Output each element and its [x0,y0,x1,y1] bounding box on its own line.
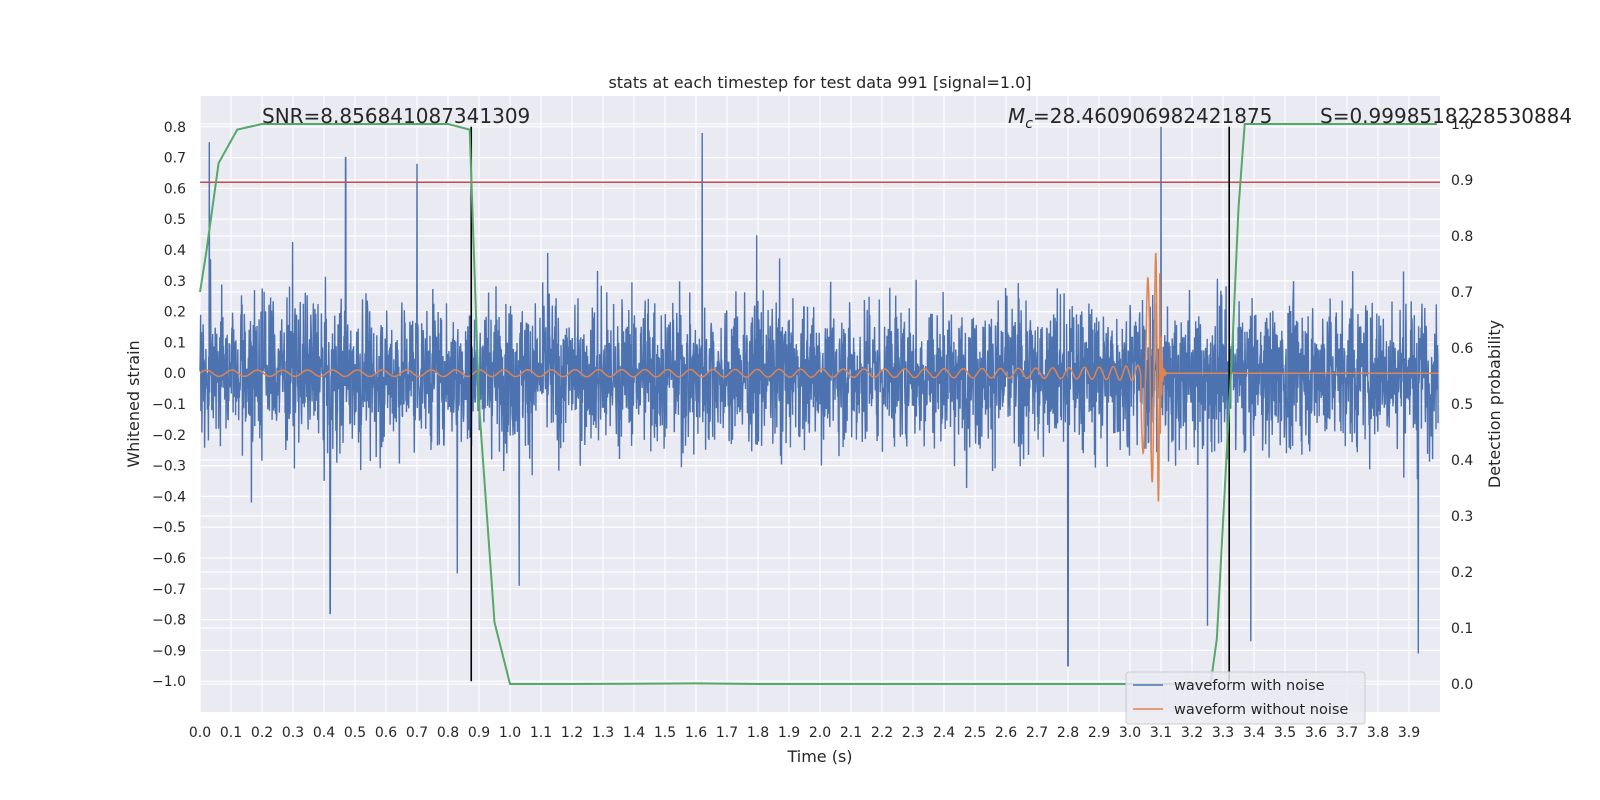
x-tick-label: 0.3 [282,725,304,741]
x-tick-label: 2.7 [1026,725,1048,741]
y-tick-label: 0.8 [164,120,186,136]
x-tick-label: 0.0 [189,725,211,741]
y-right-axis-label: Detection probability [1485,320,1504,488]
y-tick-label: −1.0 [152,674,186,690]
x-tick-label: 2.5 [964,725,986,741]
y-tick-label: −0.2 [152,428,186,444]
y-right-tick-label: 0.5 [1451,397,1473,413]
y-tick-label: 0.7 [164,151,186,167]
x-tick-label: 1.1 [530,725,552,741]
y-axis-label: Whitened strain [124,340,143,467]
x-tick-label: 2.3 [902,725,924,741]
legend: waveform with noise waveform without noi… [1125,671,1366,725]
x-tick-label: 2.2 [871,725,893,741]
chirp-mass-symbol: M [1008,104,1025,128]
x-tick-label: 3.7 [1336,725,1358,741]
y-right-tick-label: 0.1 [1451,621,1473,637]
series-waveform-without-noise [199,252,1439,502]
x-tick-label: 3.9 [1398,725,1420,741]
y-tick-label: −0.7 [152,582,186,598]
chirp-mass-value: =28.460906982421875 [1033,104,1272,128]
probability-trace [199,123,1437,685]
y-tick-label: −0.3 [152,459,186,475]
x-tick-label: 0.6 [375,725,397,741]
y-tick-label: −0.1 [152,397,186,413]
x-tick-label: 0.5 [344,725,366,741]
x-tick-label: 2.6 [995,725,1017,741]
snr-annotation: SNR=8.856841087341309 [262,104,530,128]
y-tick-label: −0.8 [152,613,186,629]
x-tick-label: 1.2 [561,725,583,741]
series-detection-probability [199,123,1437,685]
x-tick-label: 3.3 [1212,725,1234,741]
x-tick-label: 0.1 [220,725,242,741]
x-tick-labels: 0.0 0.1 0.2 0.3 0.4 0.5 0.6 0.7 0.8 0.9 1.0 1.1 1.2 1… [189,725,1420,741]
x-tick-label: 3.5 [1274,725,1296,741]
y-right-tick-label: 0.3 [1451,509,1473,525]
x-tick-label: 2.9 [1088,725,1110,741]
y-right-tick-label: 0.7 [1451,285,1473,301]
x-axis-label: Time (s) [786,747,852,766]
x-tick-label: 1.7 [716,725,738,741]
legend-label-noise: waveform with noise [1174,678,1325,694]
y-tick-label: 0.1 [164,335,186,351]
y-right-tick-label: 0.9 [1451,173,1473,189]
chart-title: stats at each timestep for test data 991… [608,73,1031,92]
x-tick-label: 3.6 [1305,725,1327,741]
x-tick-label: 0.7 [406,725,428,741]
x-tick-label: 3.4 [1243,725,1265,741]
x-tick-label: 3.0 [1119,725,1141,741]
x-tick-label: 3.8 [1367,725,1389,741]
x-tick-label: 1.4 [623,725,645,741]
y-right-tick-label: 0.8 [1451,229,1473,245]
x-tick-label: 3.1 [1150,725,1172,741]
score-annotation: S=0.9998518228530884 [1320,104,1572,128]
y-tick-label: −0.5 [152,520,186,536]
y-tick-label: 0.2 [164,305,186,321]
x-tick-label: 3.2 [1181,725,1203,741]
x-tick-label: 0.4 [313,725,335,741]
x-tick-label: 2.8 [1057,725,1079,741]
y-tick-label: 0.4 [164,243,186,259]
y-right-tick-label: 0.4 [1451,453,1473,469]
x-tick-label: 2.0 [809,725,831,741]
y-tick-label: −0.4 [152,489,186,505]
chirp-mass-subscript: c [1025,116,1033,132]
x-tick-label: 2.4 [933,725,955,741]
y-right-tick-labels: 1.0 0.9 0.8 0.7 0.6 0.5 0.4 0.3 0.2 0.1 0.0 [1451,117,1473,693]
legend-label-clean: waveform without noise [1174,702,1348,718]
legend-box [1125,671,1366,725]
y-tick-labels: 0.8 0.7 0.6 0.5 0.4 0.3 0.2 0.1 0.0 −0.1 −0.2 −0.3 −… [152,120,186,690]
x-tick-label: 1.9 [778,725,800,741]
y-tick-label: −0.6 [152,551,186,567]
y-right-tick-label: 0.0 [1451,677,1473,693]
y-tick-label: −0.9 [152,643,186,659]
x-tick-label: 1.5 [654,725,676,741]
y-tick-label: 0.5 [164,212,186,228]
y-right-tick-label: 0.2 [1451,565,1473,581]
y-right-tick-label: 0.6 [1451,341,1473,357]
x-tick-label: 1.6 [685,725,707,741]
x-tick-label: 1.8 [747,725,769,741]
x-tick-label: 1.0 [499,725,521,741]
y-tick-label: 0.6 [164,181,186,197]
y-right-tick-label: 1.0 [1451,117,1473,133]
chirp-mass-annotation: Mc=28.460906982421875 [1008,104,1272,132]
chirp-trace [199,252,1439,502]
y-tick-label: 0.0 [164,366,186,382]
x-tick-label: 2.1 [840,725,862,741]
x-tick-label: 1.3 [592,725,614,741]
y-tick-label: 0.3 [164,274,186,290]
x-tick-label: 0.9 [468,725,490,741]
x-tick-label: 0.2 [251,725,273,741]
x-tick-label: 0.8 [437,725,459,741]
